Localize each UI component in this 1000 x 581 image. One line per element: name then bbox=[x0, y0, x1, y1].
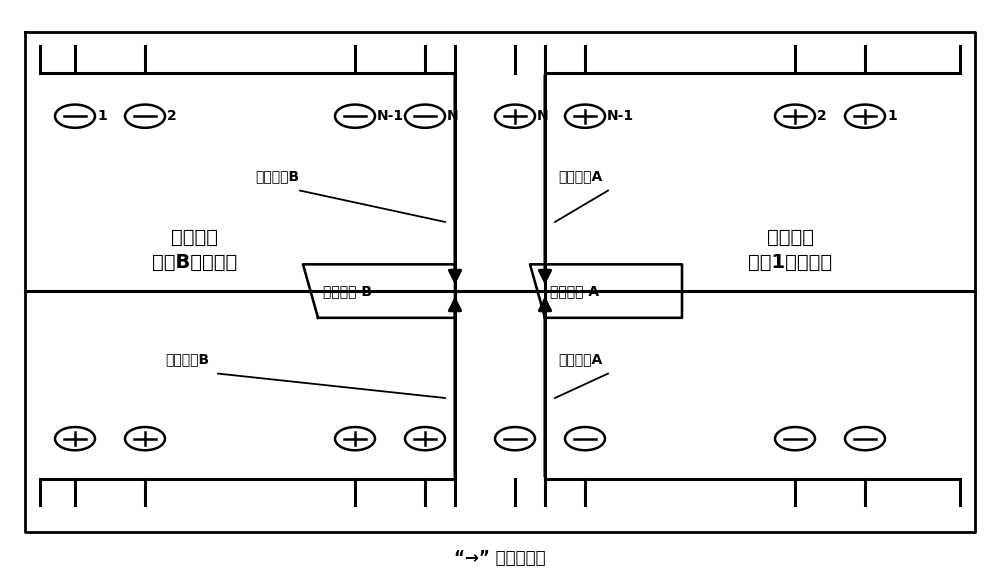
Text: 太阳电池
模块B引出电路: 太阳电池 模块B引出电路 bbox=[152, 228, 238, 272]
Text: 1: 1 bbox=[97, 109, 107, 123]
Text: 太阳电池
模块1引出电路: 太阳电池 模块1引出电路 bbox=[748, 228, 832, 272]
Text: 1: 1 bbox=[887, 109, 897, 123]
Text: 负极线缆A: 负极线缆A bbox=[558, 352, 602, 366]
Text: N: N bbox=[447, 109, 459, 123]
Text: 功率线缆 B: 功率线缆 B bbox=[323, 284, 372, 298]
Text: N-1: N-1 bbox=[607, 109, 634, 123]
Text: N-1: N-1 bbox=[377, 109, 404, 123]
Text: 正极线缆A: 正极线缆A bbox=[558, 169, 602, 183]
Text: 负极线缆B: 负极线缆B bbox=[255, 169, 299, 183]
Text: 正极线缆B: 正极线缆B bbox=[165, 352, 209, 366]
Text: N: N bbox=[537, 109, 549, 123]
Text: 2: 2 bbox=[167, 109, 177, 123]
Text: “→” 为电流走向: “→” 为电流走向 bbox=[454, 549, 546, 566]
Text: 2: 2 bbox=[817, 109, 827, 123]
Text: 功率线缆 A: 功率线缆 A bbox=[550, 284, 599, 298]
